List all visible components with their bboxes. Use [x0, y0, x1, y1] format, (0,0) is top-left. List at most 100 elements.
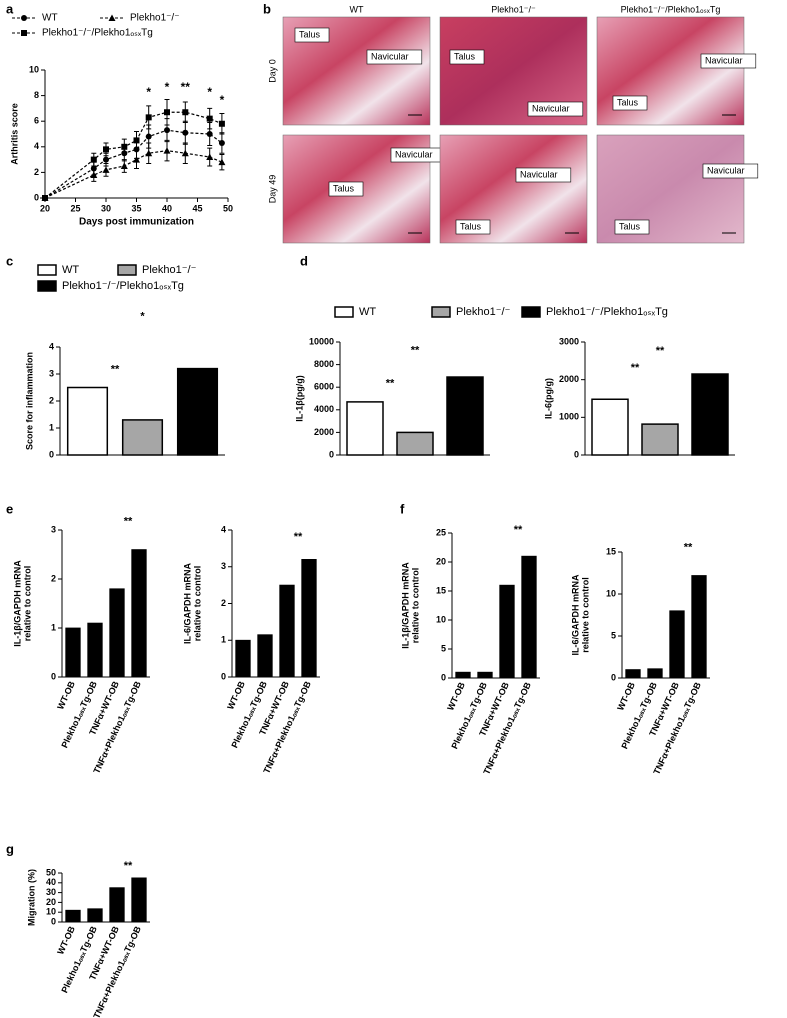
y-tick-label: 5: [611, 630, 616, 640]
x-tick-label: 45: [192, 203, 202, 213]
y-axis-label: relative to control: [410, 568, 420, 644]
legend-marker: [108, 14, 116, 21]
significance-bracket: [677, 554, 699, 558]
bar: [346, 401, 384, 456]
legend-swatch: [37, 280, 57, 292]
bar: [301, 559, 317, 678]
legend-label: WT: [42, 13, 58, 24]
significance-label: **: [111, 363, 120, 375]
error-bar: [113, 583, 120, 589]
column-title: Plekho1⁻/⁻: [491, 4, 536, 14]
image-label: Navicular: [395, 149, 433, 159]
y-tick-label: 6000: [314, 382, 334, 392]
legend-marker: [21, 15, 27, 21]
significance-bracket: [610, 374, 660, 378]
label-box: [515, 167, 572, 183]
y-tick-label: 15: [606, 546, 616, 556]
label-box: [328, 181, 364, 197]
column-title: Plekho1⁻/⁻/Plekho1ₒₛₓTg: [621, 4, 721, 14]
y-axis-label: IL-1β/GAPDH mRNA: [400, 562, 410, 649]
y-tick-label: 10: [29, 64, 39, 74]
bar: [121, 419, 164, 456]
marker: [90, 156, 97, 163]
bar: [455, 671, 471, 679]
marker: [218, 120, 225, 127]
y-axis-label: IL-6/GAPDH mRNA: [182, 563, 192, 645]
error-bar: [695, 562, 702, 575]
bar: [66, 386, 109, 456]
marker: [206, 131, 213, 137]
panel-label: g: [6, 841, 14, 856]
significance-bracket: [117, 872, 139, 876]
x-tick-label: 20: [40, 203, 50, 213]
error-bar: [188, 354, 208, 369]
y-axis-label: relative to control: [192, 566, 202, 642]
significance-label: *: [140, 311, 145, 323]
bar: [257, 634, 273, 678]
significance-bracket: [610, 357, 710, 361]
y-tick-label: 2: [34, 167, 39, 177]
y-tick-label: 0: [51, 916, 56, 926]
error-bar: [701, 361, 719, 374]
marker: [145, 149, 153, 157]
marker: [102, 166, 110, 173]
y-tick-label: 4: [221, 524, 226, 534]
significance-bracket: [507, 536, 529, 540]
panel-label: e: [6, 501, 13, 516]
y-tick-label: 10: [46, 907, 56, 917]
annotation: *: [146, 85, 151, 99]
bar: [591, 398, 629, 456]
bar: [65, 909, 81, 923]
y-tick-label: 0: [49, 449, 54, 459]
bar: [176, 367, 219, 456]
y-tick-label: 4: [34, 141, 39, 151]
error-bar: [503, 578, 510, 586]
error-bar: [283, 576, 290, 585]
bar: [641, 423, 679, 456]
y-tick-label: 10000: [309, 336, 334, 346]
legend-swatch: [117, 264, 137, 276]
legend-swatch: [431, 306, 451, 318]
image-label: Navicular: [371, 51, 409, 61]
annotation: *: [165, 80, 170, 94]
marker: [133, 137, 140, 144]
marker: [206, 153, 214, 161]
bar: [669, 610, 685, 679]
column-title: WT: [350, 4, 364, 14]
marker: [218, 139, 225, 146]
y-axis-label: IL-6/GAPDH mRNA: [570, 574, 580, 656]
significance-bracket: [88, 323, 198, 327]
bar: [691, 575, 707, 679]
y-tick-label: 8: [34, 90, 39, 100]
image-label: Talus: [617, 97, 639, 107]
panel-label: c: [6, 253, 13, 268]
significance-label: **: [656, 345, 665, 357]
y-axis-label: IL-1β(pg/g): [294, 375, 304, 421]
y-tick-label: 3: [221, 561, 226, 571]
legend-label: Plekho1⁻/⁻/Plekho1ₒₛₓTg: [42, 28, 153, 39]
y-tick-label: 15: [436, 585, 446, 595]
legend-label: Plekho1⁻/⁻/Plekho1ₒₛₓTg: [546, 306, 668, 318]
legend-swatch: [521, 306, 541, 318]
bar: [279, 584, 295, 678]
image-label: Talus: [299, 29, 321, 39]
marker: [206, 115, 213, 122]
y-tick-label: 4000: [314, 404, 334, 414]
marker: [182, 109, 189, 116]
y-tick-label: 0: [221, 671, 226, 681]
annotation: *: [207, 85, 212, 99]
y-axis-label: IL-6(pg/g): [543, 378, 553, 419]
bar: [87, 908, 103, 923]
bar: [499, 584, 515, 679]
label-box: [702, 163, 759, 179]
significance-label: **: [294, 531, 303, 543]
error-bar: [133, 410, 153, 419]
panel-label: f: [400, 501, 405, 516]
error-bar: [456, 368, 474, 377]
label-box: [527, 101, 584, 117]
bar: [235, 639, 251, 678]
bar: [477, 671, 493, 679]
marker: [42, 195, 48, 201]
image-label: Navicular: [532, 103, 570, 113]
y-tick-label: 10: [606, 588, 616, 598]
